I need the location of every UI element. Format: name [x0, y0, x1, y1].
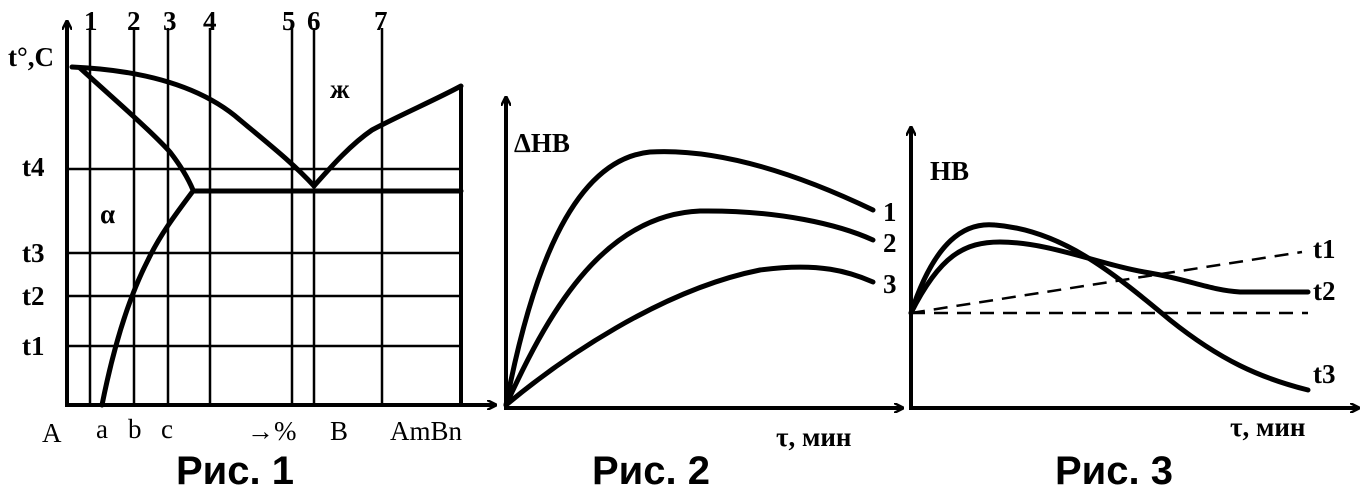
- fig3-curve-label-t1: t1: [1313, 234, 1336, 264]
- fig1-temp-t4: t4: [22, 152, 45, 182]
- fig1-x-label-c: c: [161, 414, 173, 444]
- fig2-curve-label-3: 3: [883, 269, 897, 299]
- fig1-temp-t1: t1: [22, 331, 45, 361]
- fig1-y-axis-label: t°,C: [8, 42, 54, 72]
- figure-2-hardness-change: ΔHB 1 2 3 τ, мин Рис. 2: [504, 98, 902, 493]
- fig1-x-label-b: b: [128, 414, 142, 444]
- fig2-curve-2: [503, 208, 876, 408]
- fig1-x-label-B: B: [330, 416, 348, 446]
- fig1-phase-alpha: α: [100, 199, 115, 229]
- fig1-vertical-label-1: 1: [84, 6, 98, 36]
- fig3-x-axis-label: τ, мин: [1230, 412, 1305, 442]
- fig2-curve-3: [503, 264, 876, 408]
- fig1-x-label-percent: →%: [247, 416, 297, 446]
- fig2-curve-label-1: 1: [883, 197, 897, 227]
- fig1-x-label-A: A: [42, 418, 62, 448]
- fig1-liquidus-right: [311, 83, 464, 189]
- fig1-vertical-label-6: 6: [307, 6, 321, 36]
- figure-1-phase-diagram: t°,C t4 t3 t2 t1 1 2 3 4 5 6 7 α ж A a b…: [8, 6, 495, 493]
- fig1-solidus: [77, 65, 196, 193]
- fig3-curve-t3: [908, 222, 1311, 393]
- fig3-curve-t2: [908, 239, 1311, 316]
- fig2-caption: Рис. 2: [592, 449, 710, 493]
- fig2-x-axis-label: τ, мин: [776, 422, 851, 452]
- fig2-curve-label-2: 2: [883, 228, 897, 258]
- fig3-y-axis-label: HB: [930, 156, 969, 186]
- fig2-curve-1: [503, 149, 876, 408]
- fig1-caption: Рис. 1: [176, 449, 294, 493]
- fig1-vertical-label-5: 5: [282, 6, 296, 36]
- fig1-temp-t2: t2: [22, 281, 45, 311]
- fig1-solvus: [99, 188, 196, 408]
- fig1-temp-t3: t3: [22, 238, 45, 268]
- fig1-x-label-compound: AmBn: [390, 416, 463, 446]
- fig3-curve-t1: [910, 250, 1303, 315]
- figure-3-hardness: HB t1 t2 t3 τ, мин Рис. 3: [909, 128, 1358, 493]
- fig1-vertical-label-4: 4: [203, 6, 217, 36]
- fig3-curve-label-t3: t3: [1313, 359, 1336, 389]
- fig1-vertical-label-7: 7: [374, 6, 388, 36]
- fig3-caption: Рис. 3: [1055, 449, 1173, 493]
- fig1-x-label-a: a: [96, 414, 108, 444]
- fig1-vertical-label-3: 3: [163, 6, 177, 36]
- fig1-phase-liquid: ж: [330, 74, 350, 104]
- fig1-vertical-label-2: 2: [127, 6, 141, 36]
- fig2-y-axis-label: ΔHB: [514, 128, 570, 158]
- fig1-liquidus-left: [69, 64, 317, 189]
- fig3-curve-label-t2: t2: [1313, 276, 1336, 306]
